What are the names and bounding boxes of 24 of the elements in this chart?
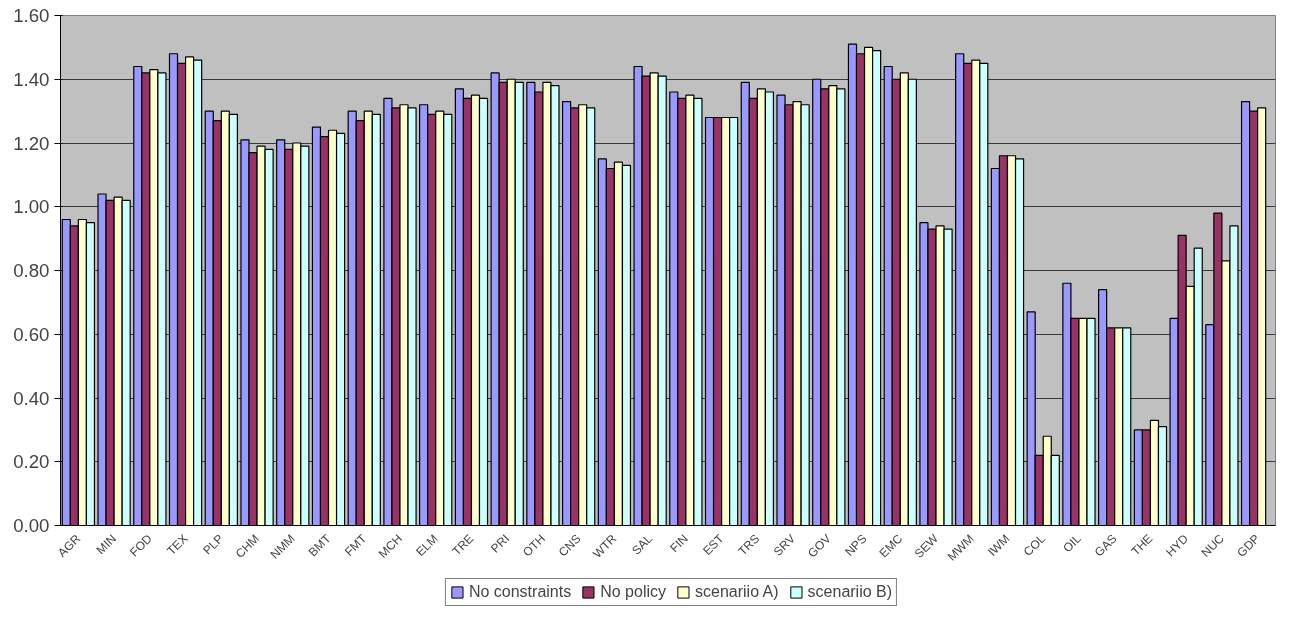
y-tick-label: 0.60 — [13, 323, 50, 345]
y-tick-label: 0.40 — [13, 387, 50, 409]
y-tick-label: 1.40 — [13, 68, 50, 90]
legend-label: scenariio A) — [695, 583, 779, 601]
x-tick-label: PRI — [488, 531, 513, 556]
x-tick-label: SAL — [629, 531, 656, 558]
y-tick-label: 0.00 — [13, 515, 50, 536]
x-tick-label: MIN — [93, 531, 120, 557]
x-tick-label: PLP — [200, 531, 227, 558]
x-tick-label: FIN — [667, 531, 691, 556]
y-tick-label: 0.80 — [13, 260, 50, 281]
y-tick-label: 0.20 — [13, 451, 50, 473]
legend-label: scenariio B) — [807, 583, 893, 601]
x-tick-label: THE — [1128, 531, 1156, 559]
x-tick-label: OIL — [1060, 531, 1085, 556]
x-tick-label: TRS — [735, 531, 763, 559]
y-tick-label: 1.60 — [13, 5, 50, 26]
x-tick-label: TRE — [449, 531, 477, 559]
y-tick-label: 1.00 — [13, 196, 50, 218]
legend-label: No policy — [600, 583, 666, 601]
x-tick-label: TEX — [164, 531, 191, 558]
x-tick-label: COL — [1020, 531, 1049, 559]
y-tick-label: 1.20 — [13, 132, 50, 154]
legend-label: No constraints — [468, 583, 572, 601]
